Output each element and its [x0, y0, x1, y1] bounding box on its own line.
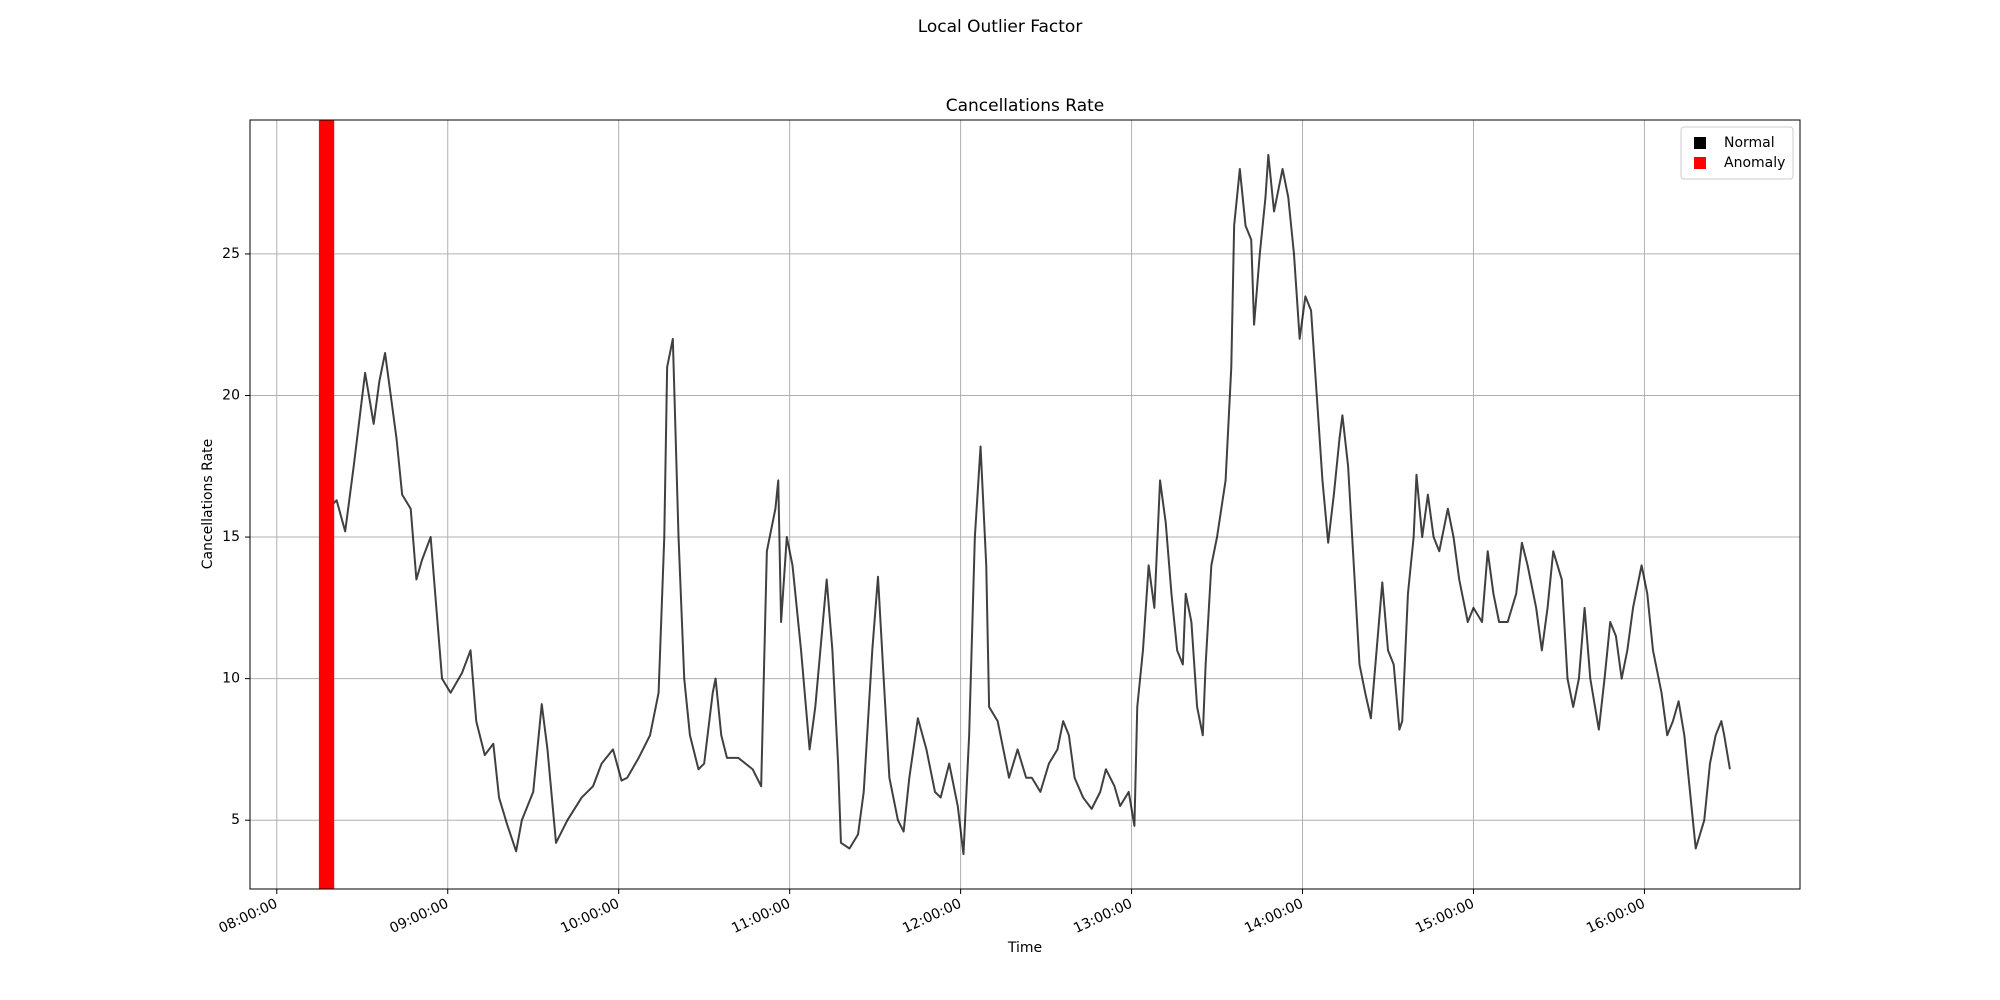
anomaly-band [318, 120, 335, 889]
y-tick-label: 10 [222, 671, 240, 687]
y-tick-label: 15 [222, 529, 240, 545]
chart-title: Cancellations Rate [946, 96, 1105, 116]
x-tick-label: 15:00:00 [1413, 896, 1477, 937]
x-tick-label: 12:00:00 [900, 896, 964, 937]
series-line [321, 153, 1731, 856]
axes-frame [249, 119, 1801, 890]
y-tick-label: 20 [222, 387, 240, 403]
x-tick-label: 11:00:00 [729, 896, 793, 937]
legend: Normal Anomaly [1680, 126, 1794, 180]
x-tick-label: 16:00:00 [1584, 896, 1648, 937]
y-tick-label: 25 [222, 246, 240, 262]
x-tick-label: 09:00:00 [387, 896, 451, 937]
x-tick-label: 13:00:00 [1071, 896, 1135, 937]
legend-label: Normal [1724, 135, 1775, 151]
y-axis-label: Cancellations Rate [200, 439, 216, 570]
x-tick-label: 10:00:00 [558, 896, 622, 937]
x-tick-label: 14:00:00 [1242, 896, 1306, 937]
legend-label: Anomaly [1724, 155, 1785, 171]
suptitle: Local Outlier Factor [918, 17, 1083, 37]
y-tick-label: 5 [231, 812, 240, 828]
legend-box [1680, 126, 1794, 180]
legend-swatch [1694, 157, 1706, 169]
x-tick-label: 08:00:00 [216, 896, 280, 937]
plot-area: 5 10 15 20 25 08:00:00 09:00:00 10:00:00 11:00:0… [216, 119, 1801, 937]
x-axis-label: Time [1007, 940, 1042, 956]
legend-swatch [1694, 137, 1706, 149]
